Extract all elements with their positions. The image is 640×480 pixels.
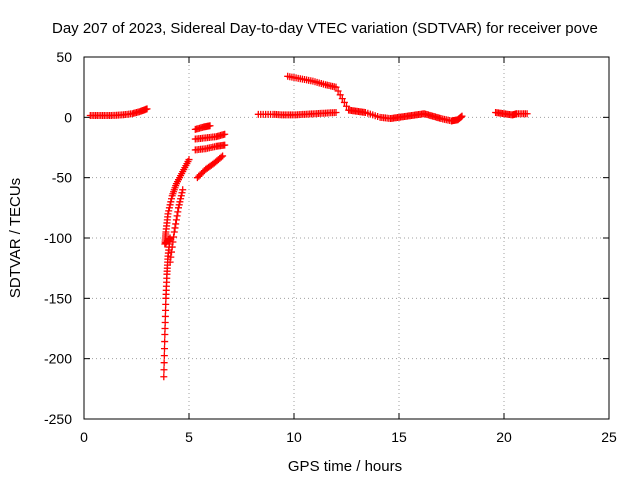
data-point [162,300,170,308]
data-point [334,87,342,95]
data-point [523,110,531,118]
y-tick-label: 50 [56,49,72,65]
data-point [160,359,168,367]
x-tick-label: 15 [391,429,407,445]
x-tick-label: 5 [185,429,193,445]
data-point [336,91,344,99]
data-point [169,238,177,246]
data-point [161,338,169,346]
y-tick-label: -50 [52,170,72,186]
x-tick-label: 0 [80,429,88,445]
y-tick-label: -250 [44,411,72,427]
data-point [168,243,176,251]
data-point [166,258,174,266]
data-point [170,233,178,241]
data-point [161,325,169,332]
data-point [178,189,186,197]
data-point [167,253,175,261]
data-point [179,186,187,194]
y-tick-label: -150 [44,290,72,306]
data-point [458,112,466,120]
data-point [172,216,180,224]
data-point [172,220,180,228]
data-point [343,102,350,110]
data-point [221,141,229,149]
x-tick-label: 20 [496,429,512,445]
data-point [160,366,168,374]
y-tick-label: -100 [44,230,72,246]
data-point [162,306,170,314]
data-point [165,204,173,212]
data-point [143,105,151,113]
data-point [174,208,182,216]
data-point [176,198,184,206]
data-point [175,201,183,209]
data-point [165,207,173,215]
chart-title: Day 207 of 2023, Sidereal Day-to-day VTE… [52,20,598,37]
data-point [173,212,181,220]
x-tick-label: 10 [286,429,302,445]
y-axis-label: SDTVAR / TECUs [7,178,24,298]
data-point [161,312,169,320]
data-point [171,224,179,232]
data-point [161,345,168,353]
data-point [219,152,227,160]
data-point [164,210,172,218]
data-point [168,248,175,256]
data-point [332,109,340,117]
data-point [338,95,346,103]
y-tick-label: -200 [44,351,72,367]
data-point [221,130,229,138]
data-point [206,122,214,130]
data-point [177,192,185,200]
y-tick-label: 0 [64,109,72,125]
data-point [332,83,340,91]
data-point [217,153,225,161]
x-tick-label: 25 [601,429,617,445]
x-axis-label: GPS time / hours [288,458,402,475]
data-point [170,228,178,236]
data-point [177,195,185,203]
data-point [167,198,175,206]
data-point [340,98,348,106]
plot-frame [83,56,610,420]
data-point [185,156,193,164]
data-point [160,352,168,360]
data-point [161,331,169,339]
data-point [166,201,174,209]
data-point [161,318,169,326]
data-point [160,373,168,381]
data-point [168,195,175,203]
data-point [175,204,182,212]
data-points [86,72,531,381]
